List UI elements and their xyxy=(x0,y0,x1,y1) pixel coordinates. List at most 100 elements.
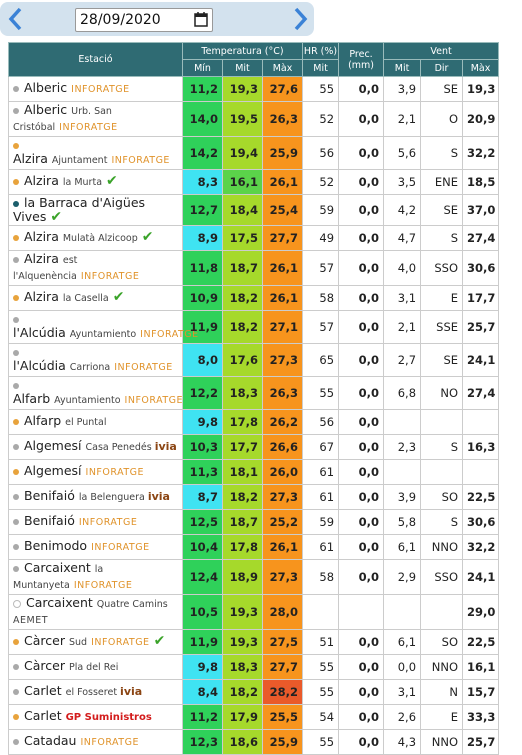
status-dot xyxy=(13,234,19,241)
calendar-icon[interactable] xyxy=(194,12,208,27)
temperature: 19,3 xyxy=(222,629,263,655)
humidity: 55 xyxy=(302,654,340,680)
station-name: Alzira xyxy=(24,173,59,188)
source-tag: INFORATGE xyxy=(124,395,184,406)
rain: 0,0 xyxy=(338,225,385,251)
temperature: 18,9 xyxy=(222,559,263,595)
check-icon: ✔ xyxy=(112,289,125,305)
station-place: Ajuntament xyxy=(51,155,108,166)
source-tag: INFORATGE xyxy=(114,362,173,373)
status-dot xyxy=(13,382,19,389)
wind-max xyxy=(462,409,500,435)
status-dot xyxy=(13,349,19,356)
temperature: 8,9 xyxy=(182,225,223,251)
wind-speed: 5,6 xyxy=(383,136,422,170)
humidity: 56 xyxy=(302,409,340,435)
station-row: Alzira Mulatà Alzicoop ✔ 8,9 17,5 27,7 49 0,0 4,… xyxy=(8,225,500,251)
temperature: 12,3 xyxy=(182,729,223,755)
wind-speed: 2,1 xyxy=(383,101,422,137)
wind-dir: S xyxy=(420,434,464,460)
wind-max: 18,5 xyxy=(462,169,500,195)
station-cell: Alfarb Ayuntamiento INFORATGE xyxy=(8,376,184,410)
station-place: la Casella xyxy=(62,293,109,304)
station-row: Benifaió INFORATGE 12,5 18,7 25,2 59 0,0 5,8 S 30… xyxy=(8,509,500,535)
source-tag: INFORATGE xyxy=(91,637,150,648)
station-place: la Muntanyeta xyxy=(13,564,104,591)
station-name: la Barraca d'Aigües Vives xyxy=(13,195,146,224)
rain: 0,0 xyxy=(338,679,385,705)
wind-dir: NNO xyxy=(420,654,464,680)
station-cell: Càrcer Sud INFORATGE ✔ xyxy=(8,629,183,655)
wind-dir: SE xyxy=(420,194,464,226)
source-tag: ivia xyxy=(154,440,177,453)
humidity: 65 xyxy=(302,343,340,377)
wind-speed: 3,5 xyxy=(383,169,422,195)
station-row: Carcaixent Quatre Camins AEMET 10,5 19,3 28,0… xyxy=(8,594,500,630)
station-cell: Alfarp el Puntal xyxy=(8,409,183,435)
station-row: Alzira est l'Alquenència INFORATGE 11,8 18,7… xyxy=(8,250,500,286)
sub-header: Màx xyxy=(462,59,500,77)
temperature: 17,7 xyxy=(222,434,263,460)
humidity: 54 xyxy=(302,704,340,730)
temperature: 26,3 xyxy=(261,376,304,410)
station-row: Carcaixent la Muntanyeta INFORATGE 12,4 18,9… xyxy=(8,559,500,595)
station-name: Algemesí xyxy=(24,438,82,453)
wind-max: 27,4 xyxy=(462,225,500,251)
source-tag: INFORATGE xyxy=(78,517,138,528)
station-cell: Alzira Ajuntament INFORATGE xyxy=(8,136,183,170)
wind-speed: 5,8 xyxy=(383,509,422,535)
status-dot xyxy=(13,565,19,572)
station-name: Càrcer xyxy=(24,658,65,673)
rain: 0,0 xyxy=(338,509,385,535)
wind-speed: 3,9 xyxy=(383,484,422,510)
temperature: 26,1 xyxy=(261,169,304,195)
next-day[interactable] xyxy=(290,6,310,32)
date-input[interactable]: 28/09/2020 xyxy=(75,8,213,32)
prev-day[interactable] xyxy=(6,6,26,32)
temperature: 17,5 xyxy=(222,225,263,251)
station-cell: Alberic Urb. San Cristóbal INFORATGE xyxy=(8,101,183,137)
wind-speed xyxy=(383,409,422,435)
station-name: Alzira xyxy=(13,151,48,166)
station-cell: Benifaió la Belenguera ivia xyxy=(8,484,183,510)
station-cell: Càrcer Pla del Rei xyxy=(8,654,183,680)
wind-dir: SSO xyxy=(420,559,464,595)
rain: 0,0 xyxy=(338,376,385,410)
temperature: 12,5 xyxy=(182,509,223,535)
temperature: 19,4 xyxy=(222,136,263,170)
rain: 0,0 xyxy=(338,169,385,195)
humidity: 52 xyxy=(302,101,340,137)
wind-max: 20,9 xyxy=(462,101,500,137)
wind-speed xyxy=(383,594,422,630)
temperature: 19,3 xyxy=(222,76,263,102)
source-tag: ivia xyxy=(147,490,170,503)
status-dot xyxy=(13,256,19,263)
station-row: Algemesí INFORATGE 11,3 18,1 26,0 61 0,0 xyxy=(8,459,500,485)
temperature: 8,3 xyxy=(182,169,223,195)
station-name: Alzira xyxy=(24,289,59,304)
temperature: 27,3 xyxy=(261,343,304,377)
source-tag: INFORATGE xyxy=(80,737,139,748)
wind-max: 25,7 xyxy=(462,310,500,344)
station-name: Alberic xyxy=(24,102,68,117)
station-cell: la Barraca d'Aigües Vives ✔ xyxy=(8,194,183,226)
temperature: 12,2 xyxy=(182,376,223,410)
status-dot xyxy=(13,599,21,608)
wind-speed: 4,2 xyxy=(383,194,422,226)
wind-speed: 6,1 xyxy=(383,629,422,655)
temperature: 27,5 xyxy=(261,629,304,655)
header: HR (%) xyxy=(302,42,340,60)
humidity: 59 xyxy=(302,194,340,226)
station-row: la Barraca d'Aigües Vives ✔ 12,7 18,4 25,4 59… xyxy=(8,194,500,226)
station-cell: l'Alcúdia Ayuntamiento INFORATGE xyxy=(8,310,198,344)
temperature: 25,4 xyxy=(261,194,304,226)
station-cell: Alberic INFORATGE xyxy=(8,76,183,102)
station-name: Càrcer xyxy=(24,633,65,648)
station-row: Alzira la Casella ✔ 10,9 18,2 26,1 58 0,0 3,1 E 17… xyxy=(8,285,500,311)
temperature: 18,2 xyxy=(222,679,263,705)
station-cell: l'Alcúdia Carriona INFORATGE xyxy=(8,343,183,377)
temperature: 17,9 xyxy=(222,704,263,730)
station-row: Carlet GP Suministros 11,2 17,9 25,5 54 0,0 2,6… xyxy=(8,704,500,730)
temperature: 9,8 xyxy=(182,654,223,680)
station-place: Sud xyxy=(68,637,88,648)
